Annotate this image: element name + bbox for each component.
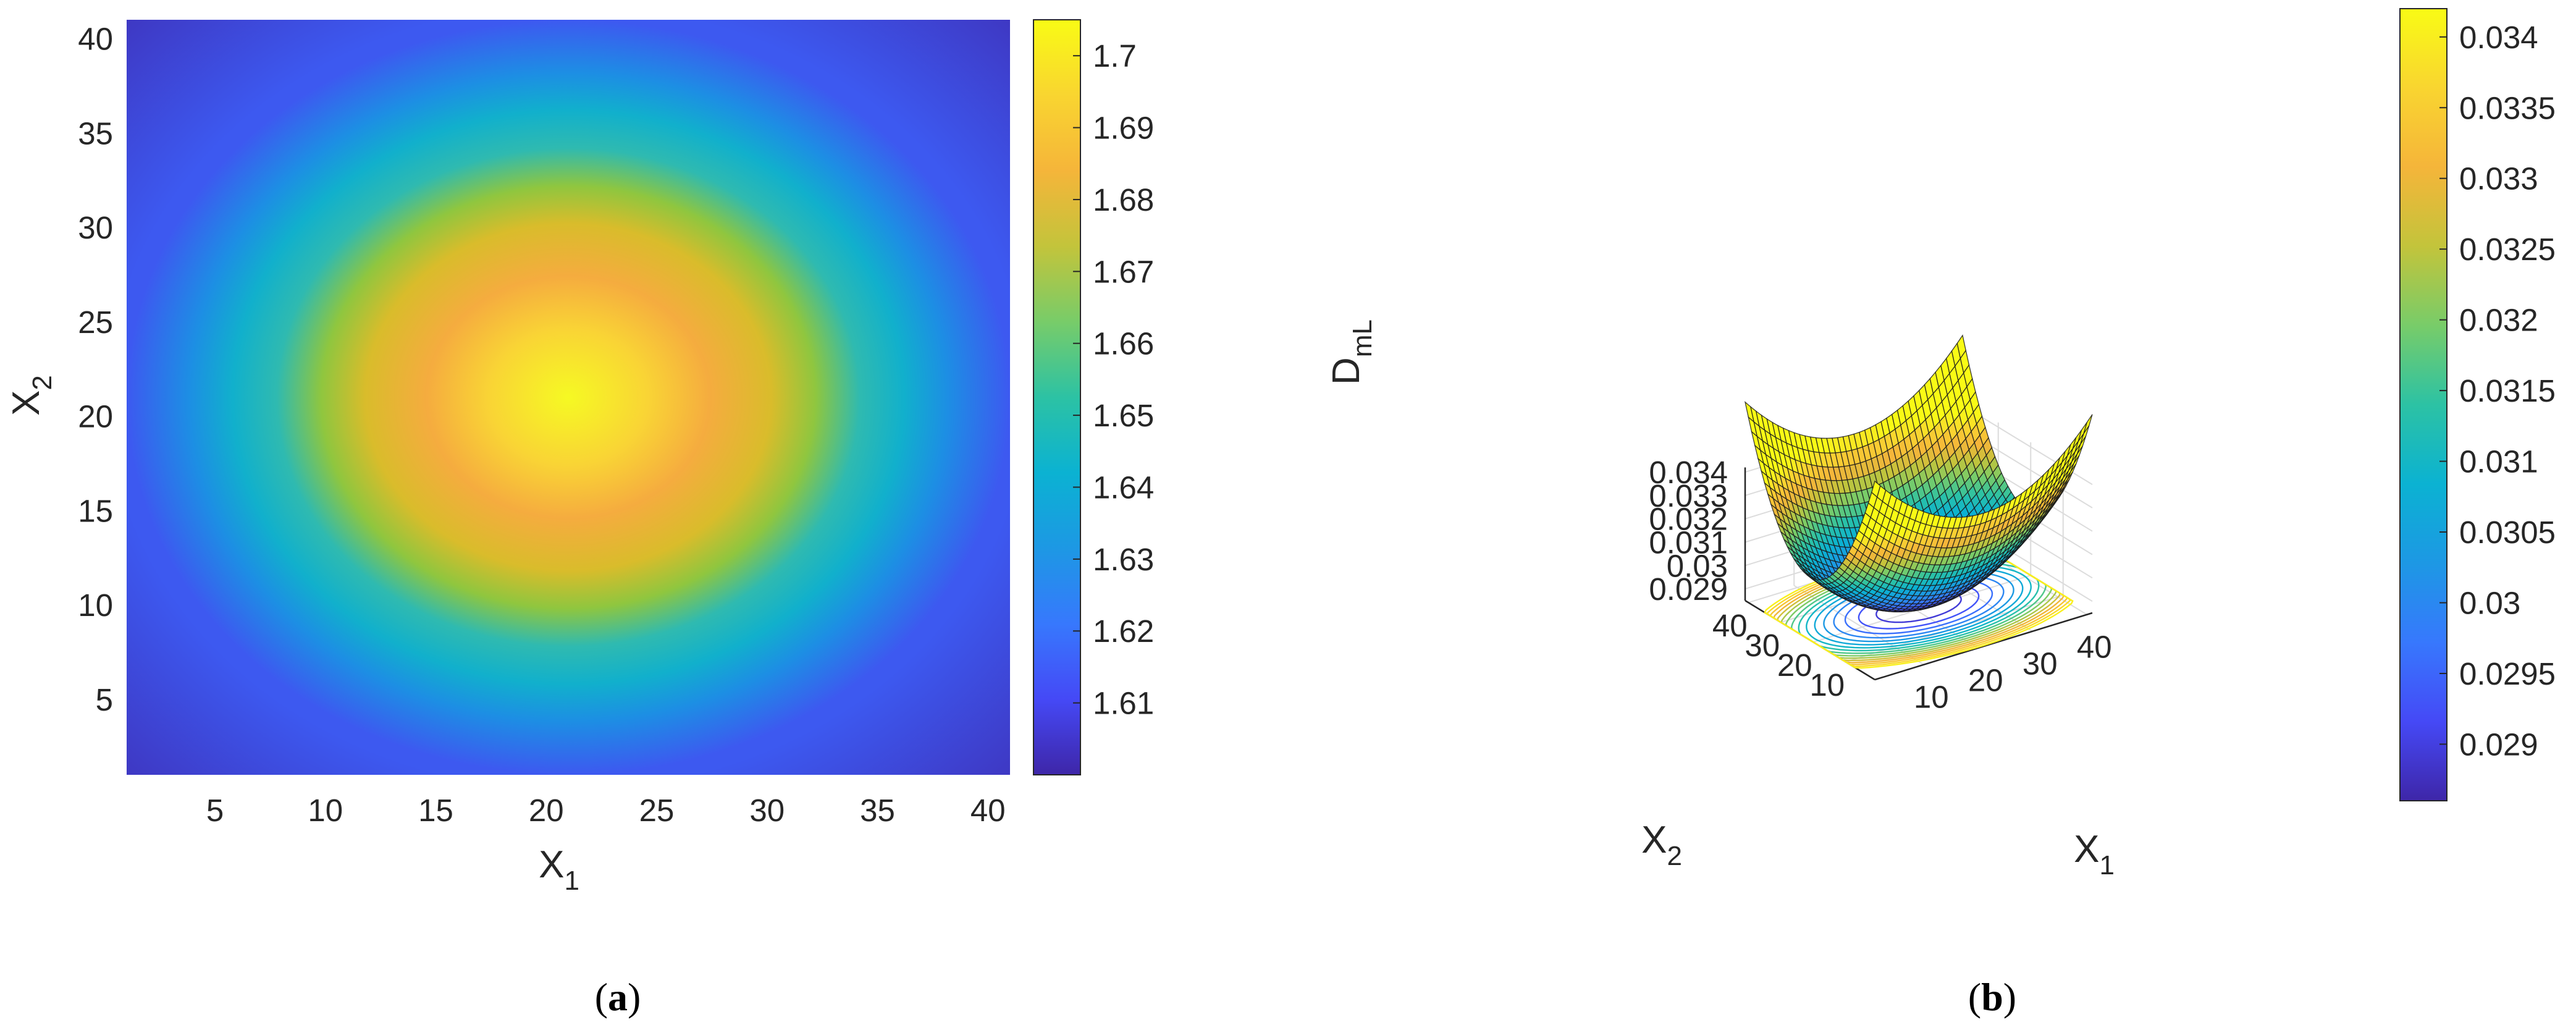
heatmap-x-ticks: 5 10 15 20 25 30 35 40 <box>206 793 1006 828</box>
surface-colorbar-tick-label: 0.031 <box>2459 444 2538 479</box>
surface-colorbar-tick-label: 0.0315 <box>2459 373 2556 408</box>
surface-colorbar-tick-label: 0.0305 <box>2459 515 2556 550</box>
surface-ylabel: X2 <box>1641 819 1682 871</box>
panel-b-label: (b) <box>1968 975 2016 1019</box>
panel-a-label: (a) <box>595 975 641 1019</box>
surface-colorbar-tick-label: 0.033 <box>2459 161 2538 196</box>
heatmap-x-tick-label: 15 <box>418 793 453 828</box>
floor-gridline <box>1793 585 1924 665</box>
heatmap-y-ticks: 5 10 15 20 25 30 35 40 <box>78 22 113 717</box>
heatmap-colorbar-ticks: 1.61 1.62 1.63 1.64 1.65 1.66 1.67 1.68 1.69 1.7 <box>1073 38 1154 721</box>
surface-x-tick-label: 30 <box>2022 646 2058 682</box>
heatmap-colorbar-tick-label: 1.62 <box>1093 614 1154 649</box>
surface-colorbar-tick-label: 0.0295 <box>2459 656 2556 691</box>
heatmap-x-tick-label: 10 <box>308 793 343 828</box>
heatmap-x-tick-label: 40 <box>970 793 1006 828</box>
heatmap-y-tick-label: 35 <box>78 116 113 151</box>
heatmap-y-tick-label: 5 <box>96 682 113 717</box>
surface-z-tick-label: 0.032 <box>1649 502 1728 537</box>
surface-z-tick-label: 0.034 <box>1649 455 1728 490</box>
surface-mesh <box>1744 334 2093 613</box>
heatmap-colorbar-tick-label: 1.7 <box>1093 38 1137 74</box>
heatmap-y-tick-label: 40 <box>78 22 113 57</box>
heatmap-colorbar-tick-label: 1.61 <box>1093 686 1154 721</box>
x-axis-line <box>1874 612 2093 681</box>
surface-cell <box>2083 414 2093 434</box>
surface-colorbar-tick-label: 0.034 <box>2459 20 2538 55</box>
surface-x-tick-label: 40 <box>2077 630 2112 665</box>
surface-colorbar-ticks: 0.029 0.0295 0.03 0.0305 0.031 0.0315 0.032 0.0… <box>2439 20 2556 762</box>
heatmap-colorbar-tick-label: 1.68 <box>1093 182 1154 217</box>
surface-zlabel: DmL <box>1325 319 1378 385</box>
surface-colorbar-tick-label: 0.0335 <box>2459 90 2556 125</box>
surface-z-tick-label: 0.03 <box>1667 548 1728 583</box>
heatmap-y-tick-label: 30 <box>78 210 113 245</box>
surface-cell <box>1871 480 1881 498</box>
surface-y-tick-label: 10 <box>1809 667 1845 703</box>
surface-x-tick-label: 20 <box>1968 663 2003 698</box>
heatmap-colorbar <box>1033 19 1081 775</box>
heatmap-x-tick-label: 30 <box>749 793 785 828</box>
surface-z-tick-label: 0.031 <box>1649 525 1728 560</box>
heatmap-colorbar-tick-label: 1.63 <box>1093 542 1154 577</box>
heatmap-x-tick-label: 5 <box>206 793 224 828</box>
heatmap-colorbar-tick-label: 1.66 <box>1093 326 1154 361</box>
heatmap-x-tick-label: 35 <box>860 793 895 828</box>
heatmap-xlabel: X1 <box>539 843 579 896</box>
heatmap-y-tick-label: 15 <box>78 493 113 528</box>
surface-z-tick-label: 0.029 <box>1649 572 1728 607</box>
heatmap-colorbar-tick-label: 1.64 <box>1093 470 1154 505</box>
surface-colorbar-tick-label: 0.029 <box>2459 727 2538 762</box>
heatmap-y-tick-label: 20 <box>78 399 113 434</box>
surface-x-ticks: 10 20 30 40 <box>1914 630 2112 715</box>
surface-xlabel: X1 <box>2074 828 2115 880</box>
surface-colorbar-tick-label: 0.0325 <box>2459 232 2556 267</box>
heatmap-x-tick-label: 20 <box>529 793 564 828</box>
surface-colorbar <box>2399 8 2448 801</box>
heatmap-y-tick-label: 25 <box>78 305 113 340</box>
panel-a: 5 10 15 20 25 30 35 40 5 10 15 20 25 30 35 40 X1 X2 1.… <box>5 19 1154 1019</box>
surface-colorbar-tick-label: 0.032 <box>2459 303 2538 338</box>
surface-y-tick-label: 40 <box>1712 608 1748 643</box>
surface-colorbar-tick-label: 0.03 <box>2459 586 2520 621</box>
heatmap-edge-fade <box>127 20 1010 775</box>
surface-z-tick-label: 0.033 <box>1649 478 1728 513</box>
surface-y-tick-label: 20 <box>1777 648 1812 683</box>
heatmap-y-tick-label: 10 <box>78 588 113 623</box>
surface-y-tick-label: 30 <box>1745 628 1780 663</box>
heatmap-colorbar-tick-label: 1.69 <box>1093 111 1154 146</box>
heatmap-x-tick-label: 25 <box>639 793 675 828</box>
heatmap-colorbar-tick-label: 1.65 <box>1093 398 1154 433</box>
heatmap-ylabel: X2 <box>5 375 57 416</box>
heatmap-colorbar-tick-label: 1.67 <box>1093 254 1154 289</box>
surface-x-tick-label: 10 <box>1914 680 1949 715</box>
